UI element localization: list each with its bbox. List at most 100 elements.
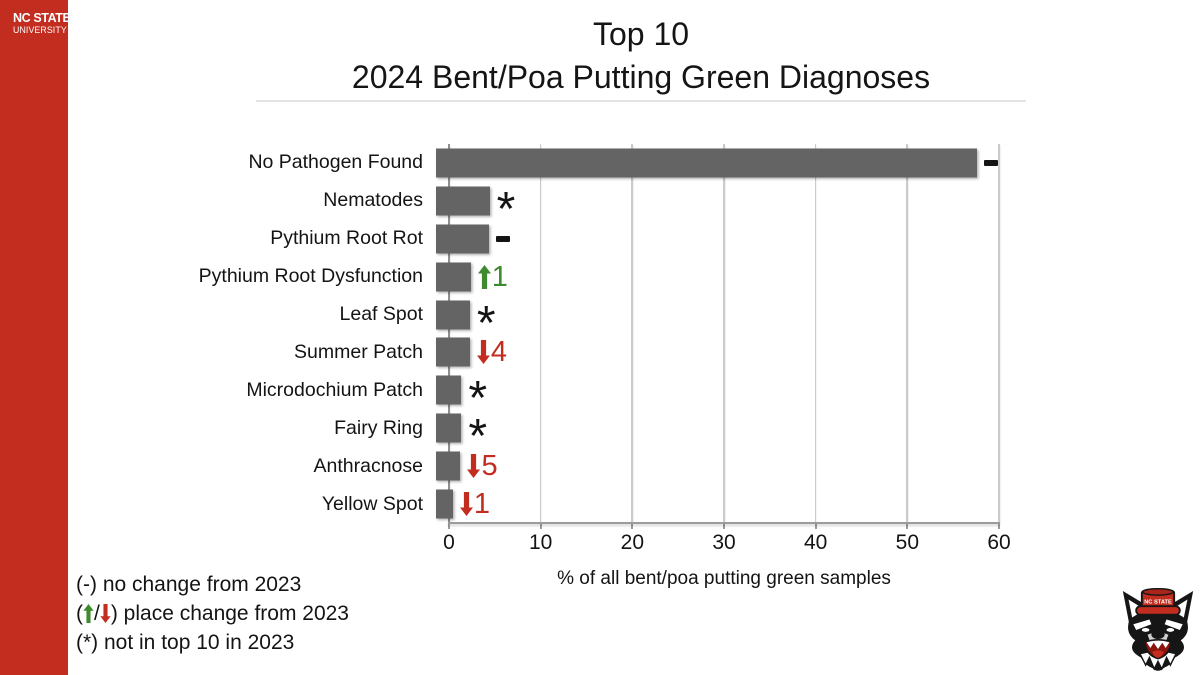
down-arrow-icon: [459, 492, 473, 517]
bar-track: 4: [436, 334, 1000, 372]
y-axis-label: Yellow Spot: [321, 492, 423, 515]
y-axis-label: Anthracnose: [313, 454, 424, 477]
place-change-number: 5: [481, 450, 498, 483]
bar-track: 1: [436, 258, 1000, 296]
new-entry-asterisk: *: [476, 296, 496, 350]
bar-track: *: [436, 296, 1000, 347]
chart-row: Pythium Root Rot: [68, 220, 1000, 258]
chart-row: Leaf Spot *: [68, 296, 1000, 347]
x-tick-label: 40: [803, 531, 828, 554]
legend-up-arrow-slot: [83, 602, 94, 625]
x-tick-mark: [448, 523, 450, 529]
change-marker: 1: [477, 260, 508, 293]
y-axis-label: Fairy Ring: [334, 416, 423, 439]
down-arrow-icon: [467, 454, 481, 479]
new-entry-asterisk: *: [496, 182, 516, 236]
bar-track: *: [436, 182, 1000, 233]
chart-row: Fairy Ring *: [68, 409, 1000, 461]
change-marker: 5: [467, 450, 498, 483]
chart-row: Yellow Spot 1: [68, 485, 1000, 523]
bar: [436, 262, 471, 292]
bar: [436, 224, 489, 254]
plot-area: 0 10 20 30 40 50 60: [443, 144, 1011, 554]
bar-track: *: [436, 371, 1000, 423]
legend-no-change: (-) no change from 2023: [76, 573, 302, 596]
legend-slash: /: [94, 602, 100, 625]
title-line-1: Top 10: [592, 16, 690, 52]
bar-track: 5: [436, 447, 1000, 485]
chart-row: Summer Patch 4: [68, 334, 1000, 372]
x-tick-mark: [814, 523, 817, 529]
x-tick-label: 20: [620, 531, 645, 554]
svg-text:NC STATE: NC STATE: [1144, 599, 1172, 605]
y-axis-label: Pythium Root Rot: [270, 227, 423, 250]
legend-not-in-top10: (*) not in top 10 in 2023: [76, 631, 295, 654]
gridline: [906, 144, 908, 523]
bar: [436, 300, 470, 330]
brand-subname: UNIVERSITY: [13, 25, 67, 35]
nc-state-university-logo: NC STATE UNIVERSITY: [0, 0, 71, 35]
bar: [436, 451, 461, 481]
down-arrow-icon: [476, 340, 490, 365]
change-marker: *: [497, 185, 516, 233]
new-entry-asterisk: *: [468, 410, 488, 464]
gridline: [998, 144, 1000, 523]
legend-open-paren: (: [76, 602, 83, 625]
page-title: Top 10 2024 Bent/Poa Putting Green Diagn…: [256, 12, 1026, 98]
x-axis-title: % of all bent/poa putting green samples: [557, 568, 891, 589]
gridline: [723, 144, 725, 523]
change-marker: 4: [476, 336, 507, 369]
bar: [436, 375, 462, 405]
x-tick-label: 10: [528, 531, 553, 554]
change-marker: [983, 148, 998, 178]
bar-track: *: [436, 409, 1000, 461]
legend-down-arrow-slot: [100, 602, 111, 625]
bar: [436, 489, 453, 519]
x-tick-mark: [998, 523, 1000, 529]
gridline: [539, 144, 542, 523]
legend-place-change: ( / ) place change from 2023: [76, 599, 349, 628]
x-axis-line: [448, 521, 1000, 524]
place-change-number: 4: [490, 336, 507, 369]
chart-row: Microdochium Patch *: [68, 371, 1000, 423]
place-change-number: 1: [491, 260, 508, 293]
bar: [436, 337, 470, 367]
y-axis-label: Summer Patch: [294, 340, 423, 363]
up-arrow-icon: [477, 264, 491, 289]
chart-row: Pythium Root Dysfunction 1: [68, 258, 1000, 296]
y-axis-label: Microdochium Patch: [246, 378, 423, 401]
y-axis-label: No Pathogen Found: [248, 151, 423, 174]
title-divider: [256, 100, 1026, 102]
x-tick-mark: [723, 523, 725, 529]
chart-row: Anthracnose 5: [68, 447, 1000, 485]
change-marker: *: [477, 299, 496, 347]
y-axis-label: Nematodes: [323, 189, 423, 212]
legend-place-change-text: ) place change from 2023: [110, 602, 349, 625]
no-change-dash-icon: [495, 235, 510, 242]
brand-name: NC STATE: [13, 11, 71, 25]
chart-rows: No Pathogen Found Nematodes * Pythium Root …: [68, 144, 1000, 523]
change-marker: *: [468, 413, 487, 461]
x-tick-mark: [631, 523, 634, 529]
bar: [436, 413, 462, 443]
wolf-mascot-logo: NC STATE: [1122, 588, 1194, 671]
bar-track: [436, 144, 1000, 182]
x-tick-label: 50: [895, 531, 920, 554]
no-change-dash-icon: [983, 159, 998, 166]
chart-row: No Pathogen Found: [68, 144, 1000, 182]
x-tick-mark: [906, 523, 909, 529]
x-tick-label: 30: [712, 531, 736, 554]
bar-track: [436, 220, 1000, 258]
change-marker: *: [468, 375, 487, 423]
title-line-2: 2024 Bent/Poa Putting Green Diagnoses: [351, 59, 931, 95]
y-axis-label: Leaf Spot: [339, 303, 423, 326]
gridline: [448, 144, 450, 523]
new-entry-asterisk: *: [468, 372, 488, 426]
x-tick-label: 0: [443, 531, 455, 554]
gridline: [631, 144, 633, 523]
gridline: [814, 144, 817, 523]
bar-chart: 0 10 20 30 40 50 60 No Pathogen Found Nematodes…: [68, 144, 1011, 589]
up-arrow-icon: [83, 604, 94, 623]
chart-row: Nematodes *: [68, 182, 1000, 233]
